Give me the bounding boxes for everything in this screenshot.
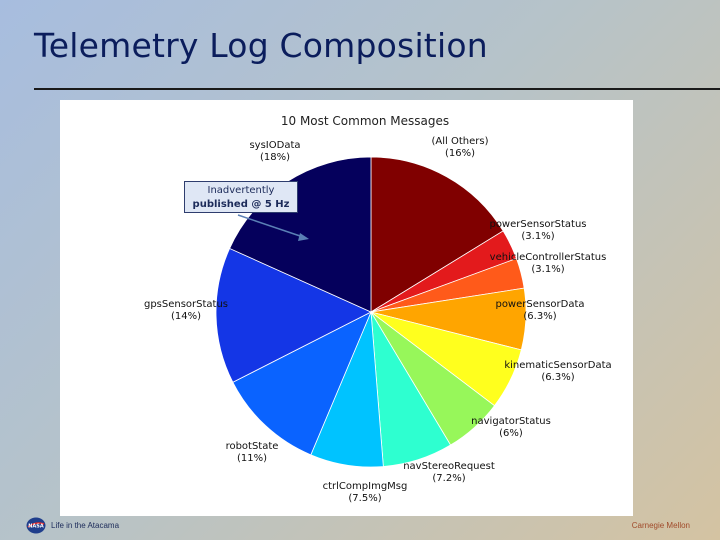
slice-value-navstereorequest: (7.2%)	[432, 473, 465, 484]
slice-value-vehiclecontrollerstatus: (3.1%)	[531, 264, 564, 275]
slice-value-kinematicsensordata: (6.3%)	[541, 372, 574, 383]
slice-value-ctrlcompimgmsg: (7.5%)	[348, 493, 381, 504]
slice-value-sysiodata: (18%)	[260, 152, 290, 163]
slice-label-powersensorstatus: powerSensorStatus	[489, 219, 586, 230]
callout-arrow	[237, 214, 307, 239]
slide-title: Telemetry Log Composition	[34, 26, 488, 65]
pie-chart: 10 Most Common Messages (All Others)(16%…	[144, 114, 612, 504]
pie-slice-robotstate	[232, 311, 372, 456]
chart-title: 10 Most Common Messages	[281, 114, 449, 128]
footer-project-name: Life in the Atacama	[51, 521, 120, 530]
pie-slice-all-others	[370, 156, 504, 313]
slice-label-vehiclecontrollerstatus: vehicleControllerStatus	[490, 252, 607, 263]
slice-label-gpssensorstatus: gpsSensorStatus	[144, 299, 228, 310]
slice-value-gpssensorstatus: (14%)	[171, 311, 201, 322]
callout-arrowhead	[298, 233, 309, 241]
slice-label-navigatorstatus: navigatorStatus	[471, 416, 551, 427]
slice-label-sysiodata: sysIOData	[249, 140, 300, 151]
slice-label-navstereorequest: navStereoRequest	[403, 461, 495, 472]
slice-value-all-others: (16%)	[445, 148, 475, 159]
svg-text:NASA: NASA	[28, 524, 44, 530]
callout-line-1: Inadvertently	[207, 185, 275, 196]
callout-line-2: published @ 5 Hz	[192, 199, 290, 210]
slice-label-ctrlcompimgmsg: ctrlCompImgMsg	[323, 481, 408, 492]
chart-panel: 10 Most Common Messages (All Others) (16%…	[60, 100, 633, 516]
callout-box: Inadvertently published @ 5 Hz	[184, 181, 298, 213]
slice-value-powersensordata: (6.3%)	[523, 311, 556, 322]
slice-label-all-others: (All Others)	[432, 136, 489, 147]
slice-label-powersensordata: powerSensorData	[495, 299, 584, 310]
slice-value-robotstate: (11%)	[237, 453, 267, 464]
nasa-logo-icon: NASA	[26, 517, 46, 534]
slice-label-robotstate: robotState	[226, 441, 279, 452]
pie-slice-gpssensorstatus	[215, 247, 372, 383]
slice-value-navigatorstatus: (6%)	[499, 428, 523, 439]
slice-label-kinematicsensordata: kinematicSensorData	[504, 360, 611, 371]
footer-institution: Carnegie Mellon	[631, 521, 690, 530]
slice-value-powersensorstatus: (3.1%)	[521, 231, 554, 242]
title-rule	[34, 88, 720, 90]
